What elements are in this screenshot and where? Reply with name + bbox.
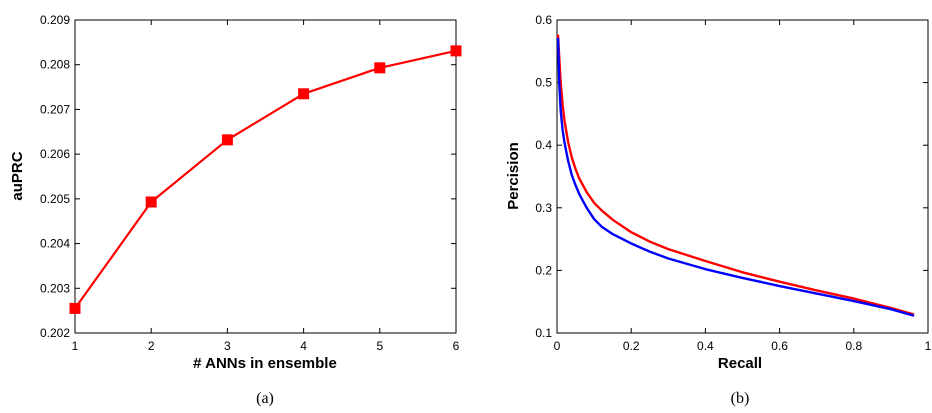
data-point bbox=[450, 45, 462, 57]
series-group-b bbox=[556, 34, 915, 317]
y-axis-label-b: Percision bbox=[505, 142, 522, 210]
y-tick-label: 0.204 bbox=[40, 237, 70, 251]
x-tick-label: 0.8 bbox=[845, 339, 862, 353]
data-point bbox=[298, 88, 310, 100]
x-tick-label: 3 bbox=[224, 339, 231, 353]
y-tick-label: 0.5 bbox=[535, 76, 552, 90]
x-tick-label: 0 bbox=[554, 339, 561, 353]
y-ticks-b: 0.1 0.2 0.3 0.4 0.5 0.6 bbox=[535, 13, 928, 340]
caption-a: (a) bbox=[256, 390, 274, 407]
data-point bbox=[374, 62, 386, 74]
caption-b: (b) bbox=[731, 390, 750, 407]
x-tick-label: 5 bbox=[376, 339, 383, 353]
data-point bbox=[145, 196, 157, 208]
y-ticks-a: 0.202 0.203 0.204 0.205 0.206 0.207 0.208 0.209 bbox=[40, 13, 456, 340]
chart-panel-b: 0 0.2 0.4 0.6 0.8 1 0.1 0.2 0.3 0.4 0.5 0.6 Recall… bbox=[505, 13, 932, 407]
x-tick-label: 4 bbox=[300, 339, 307, 353]
data-point bbox=[69, 302, 81, 314]
y-tick-label: 0.2 bbox=[535, 263, 552, 277]
plot-area-a bbox=[74, 19, 457, 334]
y-tick-label: 0.209 bbox=[40, 13, 70, 27]
x-axis-label-b: Recall bbox=[718, 355, 762, 372]
y-tick-label: 0.206 bbox=[40, 147, 70, 161]
y-tick-label: 0.6 bbox=[535, 13, 552, 27]
x-axis-label-a: # ANNs in ensemble bbox=[193, 355, 337, 372]
y-tick-label: 0.205 bbox=[40, 192, 70, 206]
plot-area-b bbox=[556, 19, 929, 334]
y-tick-label: 0.3 bbox=[535, 201, 552, 215]
y-tick-label: 0.208 bbox=[40, 58, 70, 72]
y-tick-label: 0.203 bbox=[40, 281, 70, 295]
x-ticks-b: 0 0.2 0.4 0.6 0.8 1 bbox=[554, 20, 932, 353]
x-tick-label: 1 bbox=[72, 339, 79, 353]
x-tick-label: 2 bbox=[148, 339, 155, 353]
x-tick-label: 0.2 bbox=[623, 339, 640, 353]
series-line-b-1 bbox=[556, 37, 915, 317]
y-tick-label: 0.207 bbox=[40, 102, 70, 116]
y-tick-label: 0.1 bbox=[535, 326, 552, 340]
x-tick-label: 0.6 bbox=[771, 339, 788, 353]
y-tick-label: 0.4 bbox=[535, 138, 552, 152]
series-line-b-0 bbox=[556, 34, 915, 316]
y-tick-label: 0.202 bbox=[40, 326, 70, 340]
series-line-a-0 bbox=[73, 49, 458, 310]
y-axis-label-a: auPRC bbox=[9, 151, 26, 200]
x-ticks-a: 1 2 3 4 5 6 bbox=[72, 20, 460, 353]
x-tick-label: 0.4 bbox=[697, 339, 714, 353]
series-group-a bbox=[69, 45, 462, 314]
data-point bbox=[221, 134, 233, 146]
x-tick-label: 6 bbox=[453, 339, 460, 353]
x-tick-label: 1 bbox=[925, 339, 932, 353]
